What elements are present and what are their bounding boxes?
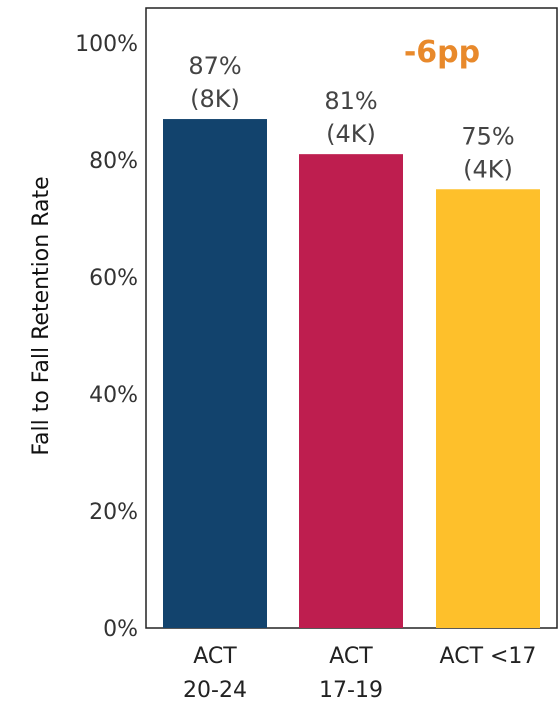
- bars: [163, 119, 540, 629]
- bar: [163, 119, 267, 629]
- data-label: (4K): [326, 120, 376, 148]
- x-axis-category-labels: ACT 20-24 ACT 17-19 ACT <17: [183, 644, 536, 703]
- bar: [436, 189, 540, 628]
- data-label: 75%: [461, 122, 514, 150]
- y-tick-label: 80%: [89, 149, 138, 174]
- data-label: (8K): [190, 85, 240, 113]
- y-tick-label: 20%: [89, 500, 138, 525]
- x-category-label: 17-19: [319, 678, 383, 703]
- y-tick-label: 40%: [89, 383, 138, 408]
- y-axis-label: Fall to Fall Retention Rate: [29, 176, 54, 455]
- data-label: 81%: [324, 87, 377, 115]
- data-label: 87%: [188, 52, 241, 80]
- difference-annotation: -6pp: [404, 35, 480, 70]
- data-labels: 87% (8K) 81% (4K) 75% (4K): [188, 52, 514, 183]
- x-category-label: ACT <17: [440, 644, 537, 669]
- y-tick-label: 60%: [89, 266, 138, 291]
- x-category-label: ACT: [193, 644, 237, 669]
- x-category-label: ACT: [329, 644, 373, 669]
- data-label: (4K): [463, 155, 513, 183]
- y-tick-label: 0%: [103, 617, 138, 642]
- y-axis-ticks: 0% 20% 40% 60% 80% 100%: [75, 32, 138, 642]
- bar: [299, 154, 403, 628]
- x-category-label: 20-24: [183, 678, 247, 703]
- y-tick-label: 100%: [75, 32, 138, 57]
